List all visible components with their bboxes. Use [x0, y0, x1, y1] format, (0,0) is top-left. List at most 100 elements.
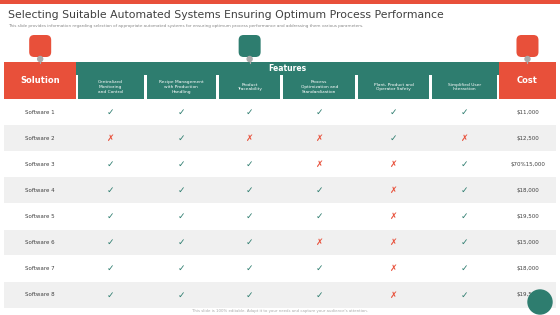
Text: ✓: ✓: [246, 160, 253, 169]
Text: $18,000: $18,000: [516, 266, 539, 271]
Text: Recipe Management
with Production
Handling: Recipe Management with Production Handli…: [159, 80, 204, 94]
FancyBboxPatch shape: [432, 75, 497, 99]
Text: $19,500: $19,500: [516, 292, 539, 297]
FancyBboxPatch shape: [4, 256, 556, 281]
Text: ✗: ✗: [107, 134, 114, 143]
Text: ✓: ✓: [107, 264, 114, 273]
FancyBboxPatch shape: [29, 35, 51, 57]
Text: Software 2: Software 2: [25, 136, 55, 141]
FancyBboxPatch shape: [4, 230, 556, 255]
FancyBboxPatch shape: [147, 75, 216, 99]
FancyBboxPatch shape: [4, 203, 556, 229]
FancyBboxPatch shape: [516, 35, 539, 57]
Text: ✓: ✓: [246, 186, 253, 195]
Text: ✓: ✓: [107, 160, 114, 169]
Text: ✓: ✓: [461, 264, 468, 273]
Text: ✗: ✗: [390, 264, 397, 273]
FancyBboxPatch shape: [4, 282, 556, 307]
Text: ✗: ✗: [461, 134, 468, 143]
Text: Software 5: Software 5: [25, 214, 55, 219]
Text: This slide provides information regarding selection of appropriate automated sys: This slide provides information regardin…: [8, 24, 363, 28]
Text: ✓: ✓: [246, 212, 253, 221]
FancyBboxPatch shape: [358, 75, 429, 99]
Text: Plant, Product and
Operator Safety: Plant, Product and Operator Safety: [374, 83, 413, 91]
FancyBboxPatch shape: [239, 35, 260, 57]
FancyBboxPatch shape: [499, 62, 556, 99]
FancyBboxPatch shape: [0, 0, 560, 4]
Text: ✓: ✓: [107, 238, 114, 247]
Text: $12,500: $12,500: [516, 136, 539, 141]
Text: ✓: ✓: [107, 212, 114, 221]
Text: ✓: ✓: [461, 186, 468, 195]
Text: ✓: ✓: [461, 238, 468, 247]
Text: ✓: ✓: [178, 264, 185, 273]
Text: ✓: ✓: [315, 290, 323, 300]
Text: ✗: ✗: [315, 238, 323, 247]
Text: ✓: ✓: [178, 238, 185, 247]
Text: ✓: ✓: [390, 134, 397, 143]
Text: Software 1: Software 1: [25, 110, 55, 115]
Text: ✓: ✓: [178, 290, 185, 300]
Text: Product
Traceability: Product Traceability: [237, 83, 262, 91]
Text: ✓: ✓: [461, 107, 468, 117]
Text: ✗: ✗: [390, 290, 397, 300]
Text: Selecting Suitable Automated Systems Ensuring Optimum Process Performance: Selecting Suitable Automated Systems Ens…: [8, 10, 444, 20]
Text: Process
Optimization and
Standardization: Process Optimization and Standardization: [301, 80, 338, 94]
Text: ✓: ✓: [246, 238, 253, 247]
Text: ✓: ✓: [107, 107, 114, 117]
Text: ✓: ✓: [246, 290, 253, 300]
FancyBboxPatch shape: [4, 125, 556, 151]
FancyBboxPatch shape: [4, 99, 556, 125]
Text: Features: Features: [269, 64, 307, 73]
Text: $11,000: $11,000: [516, 110, 539, 115]
FancyBboxPatch shape: [76, 62, 499, 75]
Text: ✓: ✓: [178, 107, 185, 117]
Text: Solution: Solution: [20, 76, 60, 85]
Text: ✓: ✓: [107, 290, 114, 300]
Text: Simplified User
Interaction: Simplified User Interaction: [448, 83, 481, 91]
Text: ✓: ✓: [315, 212, 323, 221]
Text: ✓: ✓: [461, 290, 468, 300]
Text: $19,500: $19,500: [516, 214, 539, 219]
Text: ✓: ✓: [461, 212, 468, 221]
Text: ✓: ✓: [246, 107, 253, 117]
Text: $18,000: $18,000: [516, 188, 539, 193]
Text: ✗: ✗: [246, 134, 253, 143]
FancyBboxPatch shape: [78, 75, 143, 99]
FancyBboxPatch shape: [4, 151, 556, 177]
Circle shape: [528, 290, 552, 314]
FancyBboxPatch shape: [4, 177, 556, 203]
Text: ✗: ✗: [390, 160, 397, 169]
Text: Software 8: Software 8: [25, 292, 55, 297]
Text: ✗: ✗: [390, 212, 397, 221]
Text: ✗: ✗: [390, 186, 397, 195]
Circle shape: [247, 56, 252, 61]
Text: ✓: ✓: [178, 186, 185, 195]
Text: This slide is 100% editable. Adapt it to your needs and capture your audience's : This slide is 100% editable. Adapt it to…: [192, 309, 368, 313]
Text: Centralized
Monitoring
and Control: Centralized Monitoring and Control: [98, 80, 123, 94]
Circle shape: [525, 56, 530, 61]
Text: $70%15,000: $70%15,000: [510, 162, 545, 167]
Text: ✗: ✗: [315, 134, 323, 143]
Text: Software 7: Software 7: [25, 266, 55, 271]
Text: ✓: ✓: [246, 264, 253, 273]
Text: ✓: ✓: [107, 186, 114, 195]
Text: ✓: ✓: [315, 107, 323, 117]
FancyBboxPatch shape: [219, 75, 281, 99]
Text: ✗: ✗: [390, 238, 397, 247]
Text: ✓: ✓: [461, 160, 468, 169]
Text: ✗: ✗: [315, 160, 323, 169]
Text: Software 4: Software 4: [25, 188, 55, 193]
FancyBboxPatch shape: [283, 75, 355, 99]
Text: ✓: ✓: [390, 107, 397, 117]
Text: ✓: ✓: [315, 186, 323, 195]
Text: $15,000: $15,000: [516, 240, 539, 245]
Text: Cost: Cost: [517, 76, 538, 85]
Circle shape: [38, 56, 43, 61]
FancyBboxPatch shape: [4, 62, 76, 99]
Text: ✓: ✓: [178, 160, 185, 169]
Text: Software 3: Software 3: [25, 162, 55, 167]
Text: ✓: ✓: [178, 134, 185, 143]
Text: ✓: ✓: [315, 264, 323, 273]
Text: Software 6: Software 6: [25, 240, 55, 245]
